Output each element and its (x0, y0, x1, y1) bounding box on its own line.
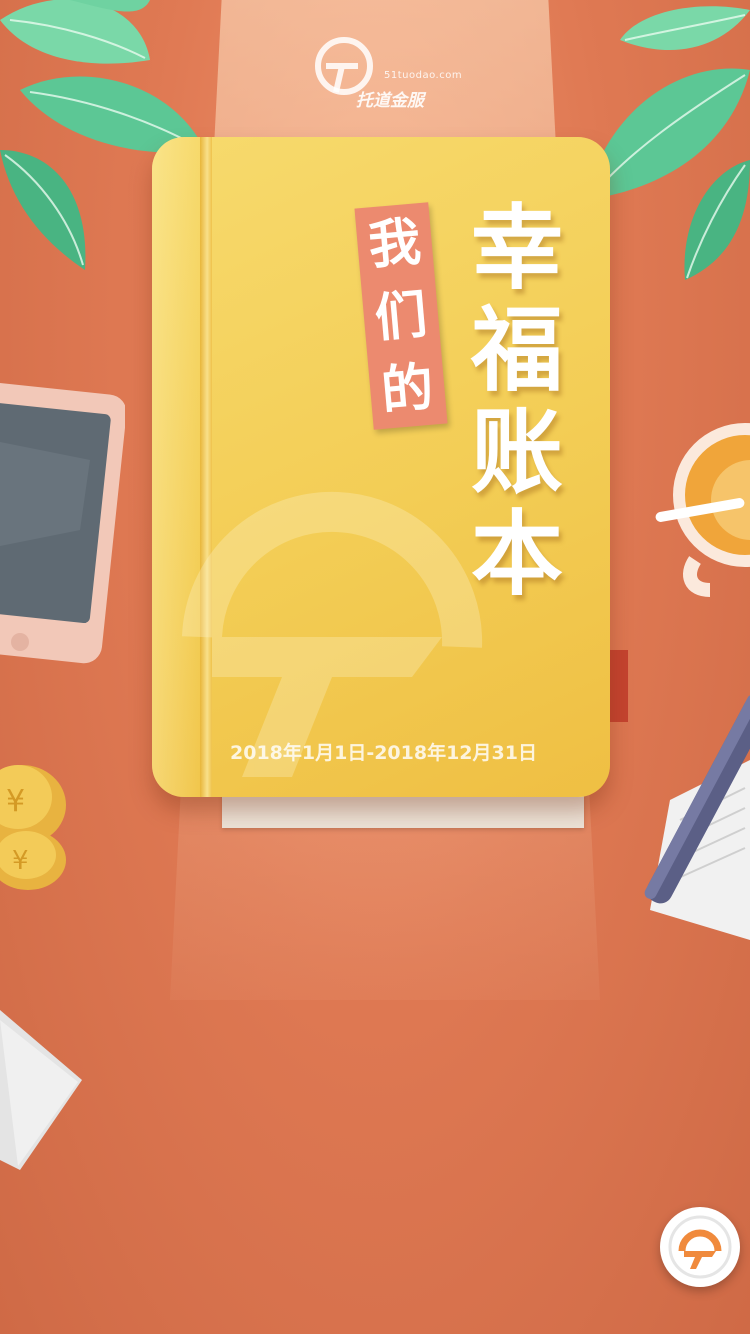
account-book-cover[interactable] (152, 137, 610, 797)
phone-decoration (0, 382, 125, 664)
logo-subtitle: 51tuodao.com (384, 70, 463, 81)
tag-char: 的 (378, 357, 436, 422)
svg-text:¥: ¥ (6, 784, 25, 819)
bookmark-ribbon (606, 650, 628, 722)
logo-name: 托道金服 (356, 91, 424, 111)
book-spine-shade (152, 137, 200, 797)
title-char: 福 (470, 297, 563, 404)
pen-decoration (644, 694, 750, 940)
title-char: 本 (470, 501, 563, 608)
leaves-top-right-decoration (585, 6, 750, 280)
paper-decoration (0, 1010, 82, 1170)
book-spine (200, 137, 212, 797)
book-title: 幸 福 账 本 (462, 198, 572, 606)
svg-text:¥: ¥ (12, 846, 29, 876)
watermark-logo-icon (182, 491, 483, 777)
leaves-top-left-decoration (0, 0, 205, 270)
tag-char: 们 (372, 284, 430, 350)
tuodao-logo (315, 37, 373, 95)
coffee-cup-decoration (655, 423, 750, 597)
tuodao-logo-icon (668, 1215, 732, 1279)
coins-decoration: ¥ ¥ (0, 765, 66, 890)
floating-logo-button[interactable] (660, 1207, 740, 1287)
title-char: 幸 (470, 195, 563, 302)
date-range: 2018年1月1日-2018年12月31日 (230, 742, 537, 764)
title-char: 账 (470, 399, 563, 506)
tag-char: 我 (366, 212, 424, 277)
